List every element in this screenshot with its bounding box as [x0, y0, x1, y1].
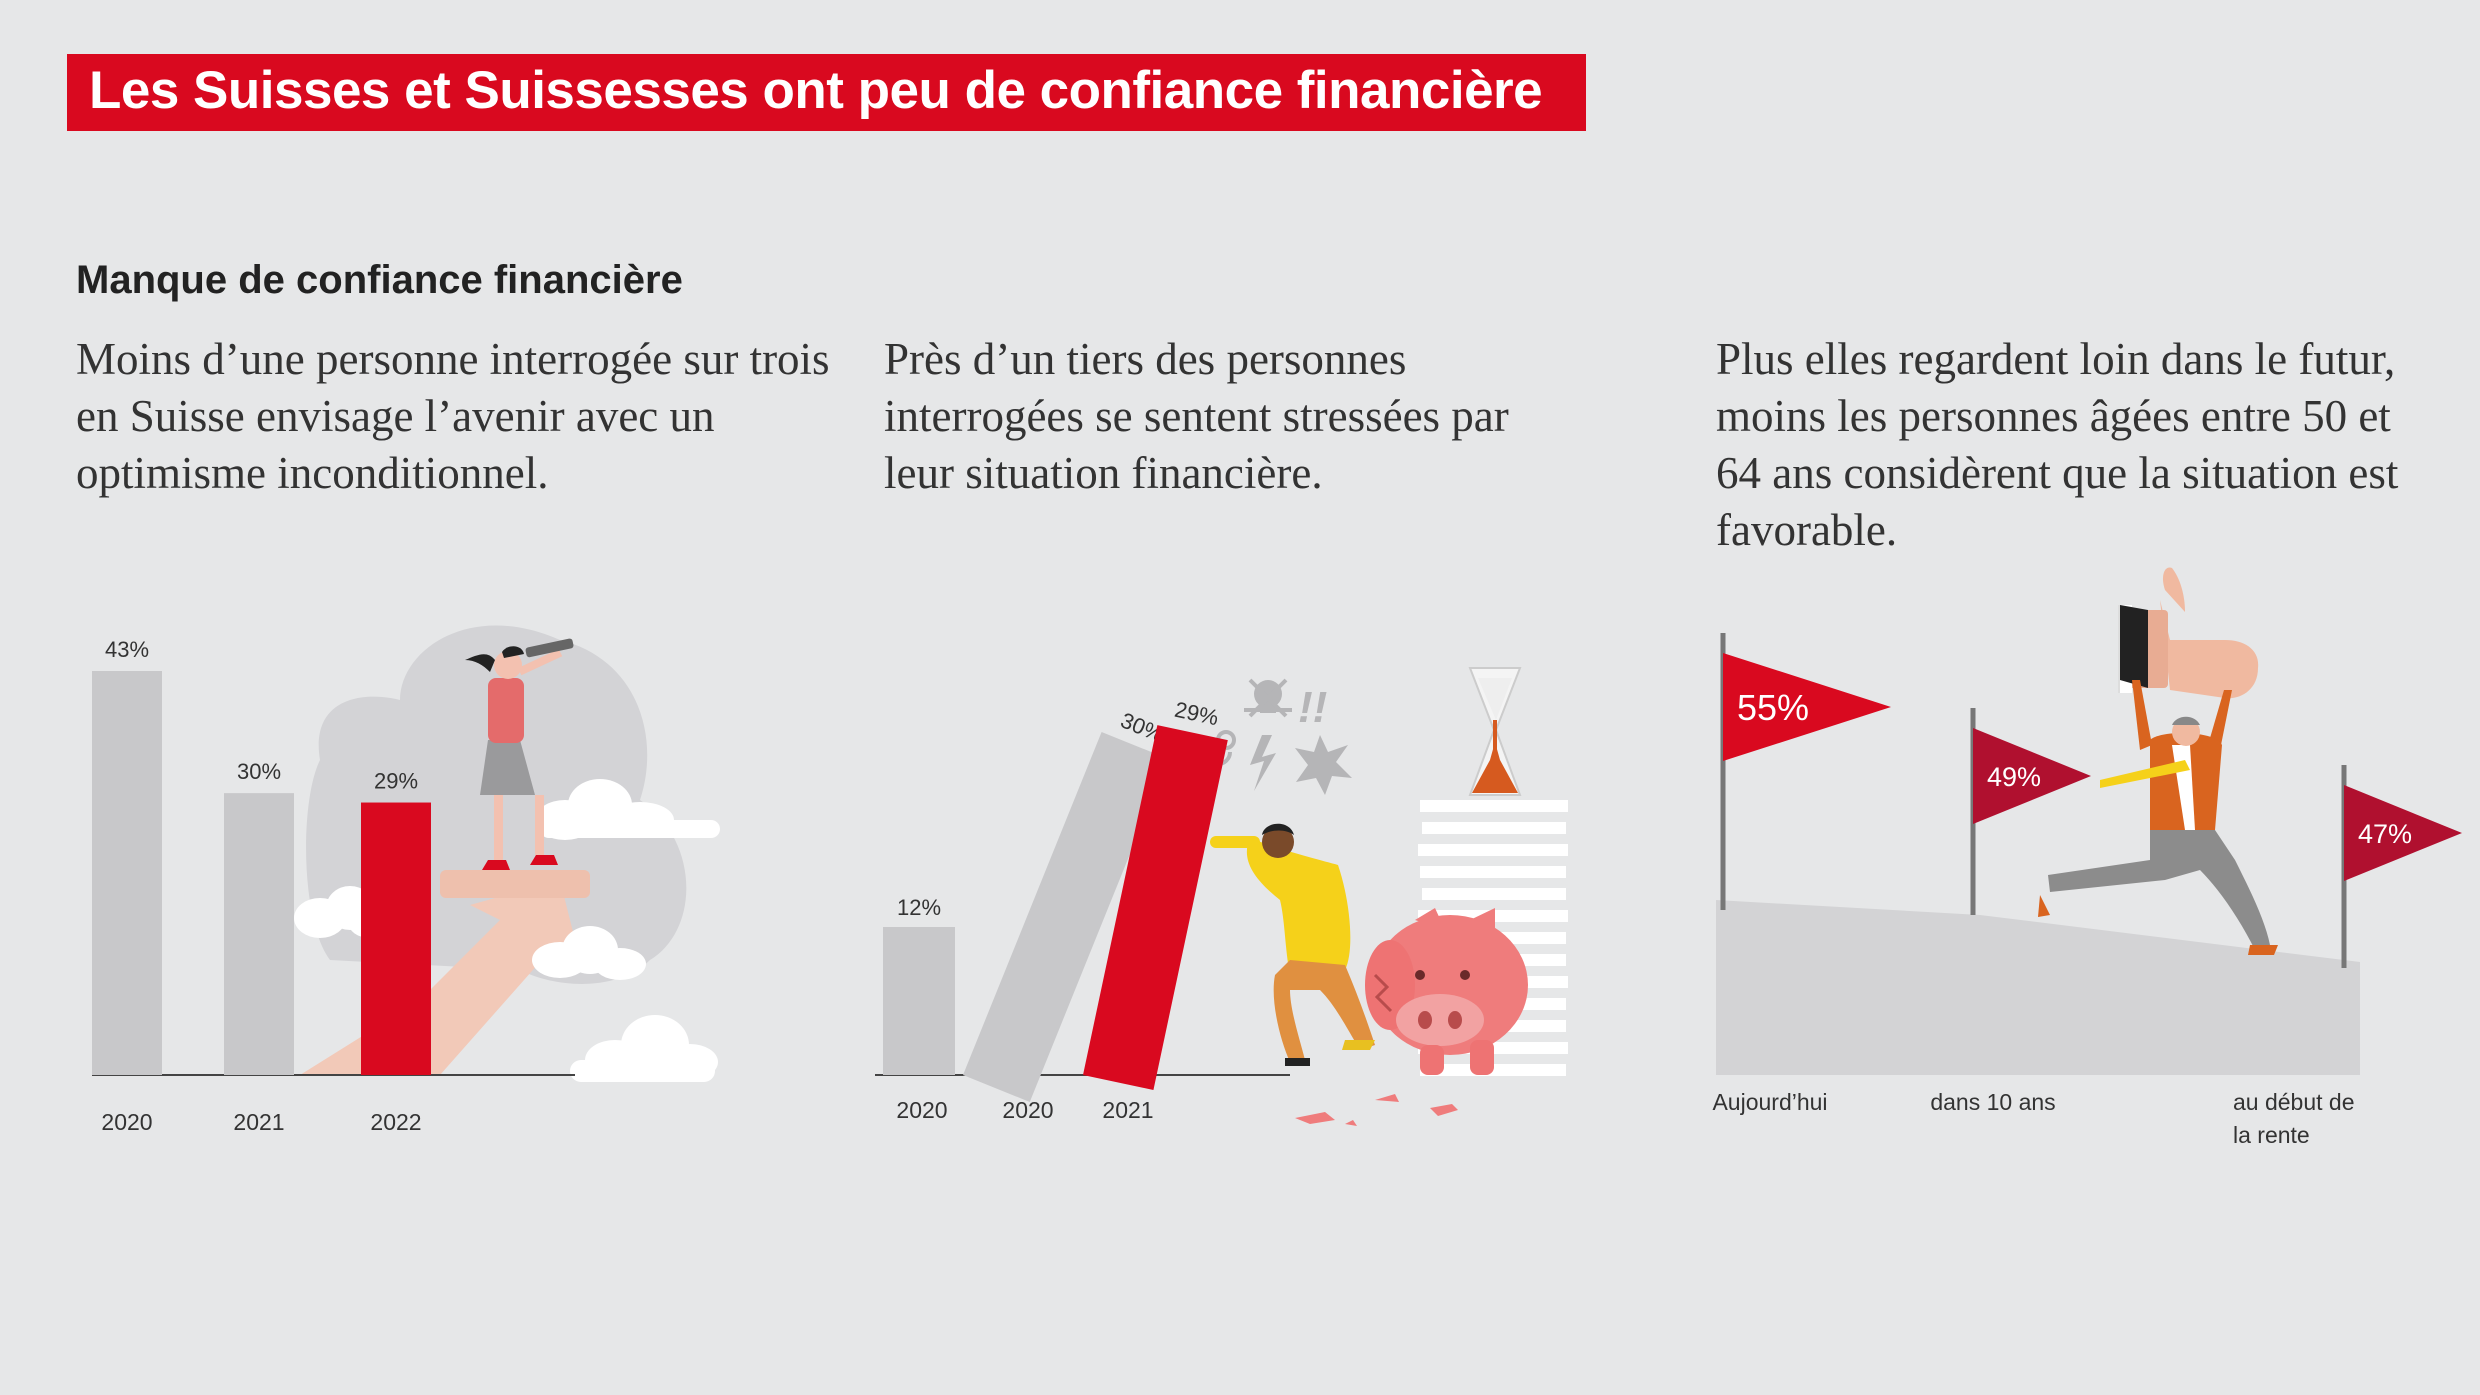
flag-1 [1973, 728, 2091, 824]
x-tick-label: 2021 [1102, 1097, 1153, 1123]
chart-future: 55% 49% 47% Aujourd’hui dans 10 ans au début … [1712, 633, 2462, 1148]
svg-text:!!: !! [1298, 683, 1327, 732]
bar-value-label: 12% [897, 895, 941, 920]
flag-value-label: 55% [1737, 687, 1809, 728]
bar-group: 29% [1083, 697, 1228, 1090]
pushing-man-illustration [1210, 823, 1375, 1066]
bar-1 [963, 731, 1169, 1102]
bar-2 [1083, 725, 1228, 1090]
bar-2021 [224, 793, 294, 1075]
bar-value-label: 29% [374, 769, 418, 794]
stress-illustration: !! [1204, 667, 1568, 1126]
section-title: Manque de confiance financière [76, 258, 683, 302]
bar-0 [883, 927, 955, 1075]
paragraph-stress: Près d’un tiers des personnes interrogée… [884, 334, 1509, 498]
flag-value-label: 49% [1987, 762, 2041, 792]
chart-optimism: 43% 2020 30% 2021 29% 2022 [92, 637, 575, 1135]
title-banner: Les Suisses et Suissesses ont peu de con… [67, 54, 1586, 131]
x-tick-label: 2020 [1002, 1097, 1053, 1123]
paragraph-optimism: Moins d’une personne interrogée sur troi… [76, 334, 830, 498]
future-illustration [1716, 567, 2360, 1075]
bar-value-label: 43% [105, 637, 149, 662]
bar-2022 [361, 802, 431, 1075]
hourglass-icon [1468, 667, 1522, 796]
flag-value-label: 47% [2358, 819, 2412, 849]
bar-2020 [92, 671, 162, 1075]
page-title: Les Suisses et Suissesses ont peu de con… [89, 61, 1543, 120]
x-tick-label: dans 10 ans [1930, 1089, 2055, 1115]
bar-group: 12% [883, 895, 955, 1075]
flag-2 [2344, 785, 2462, 881]
thumbs-up-icon [2118, 567, 2259, 699]
bar-value-label: 30% [237, 759, 281, 784]
flag-0 [1723, 653, 1891, 761]
x-tick-label: au début de la rente [2233, 1089, 2355, 1148]
paragraph-future: Plus elles regardent loin dans le futur,… [1716, 334, 2399, 555]
x-tick-label: 2020 [101, 1109, 152, 1135]
bar-value-label: 29% [1172, 697, 1220, 731]
piggy-bank-icon [1295, 908, 1528, 1126]
x-tick-label: 2021 [233, 1109, 284, 1135]
x-tick-label: Aujourd’hui [1712, 1089, 1827, 1115]
running-man-illustration [2038, 680, 2278, 955]
telescope-woman-illustration [294, 625, 720, 1082]
stress-symbols-icon: !! [1204, 678, 1352, 795]
x-tick-label: 2022 [370, 1109, 421, 1135]
x-tick-label: 2020 [896, 1097, 947, 1123]
